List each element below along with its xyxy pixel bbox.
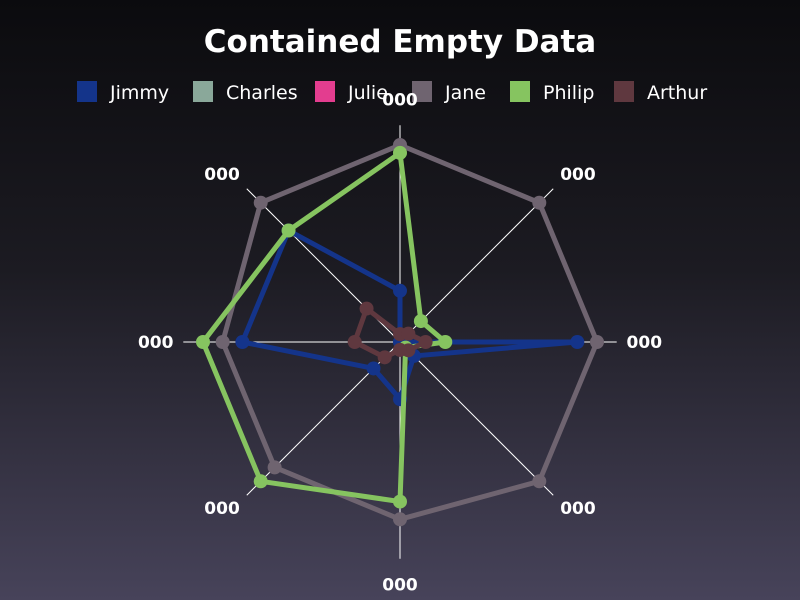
data-point[interactable] xyxy=(590,335,604,349)
data-point[interactable] xyxy=(366,361,381,376)
legend-label: Julie xyxy=(347,82,388,104)
data-point[interactable] xyxy=(393,494,407,509)
data-point[interactable] xyxy=(393,145,407,160)
legend: Jimmy Charles Julie Jane Philip Arthur xyxy=(77,81,707,104)
legend-swatch xyxy=(193,81,213,102)
data-point[interactable] xyxy=(377,350,392,365)
legend-item[interactable]: Philip xyxy=(510,81,594,104)
data-point[interactable] xyxy=(215,335,230,349)
legend-swatch xyxy=(614,81,634,102)
legend-label: Philip xyxy=(543,82,594,104)
axis-label: 000 xyxy=(560,499,596,519)
data-point[interactable] xyxy=(267,460,282,475)
legend-swatch xyxy=(510,81,530,102)
legend-item[interactable]: Charles xyxy=(193,81,298,104)
legend-label: Jane xyxy=(444,82,486,104)
axis-label: 000 xyxy=(204,499,240,519)
series-layer xyxy=(196,138,604,527)
legend-item[interactable]: Jane xyxy=(412,81,486,104)
data-point[interactable] xyxy=(359,301,374,316)
data-point[interactable] xyxy=(253,474,268,489)
axis-label: 000 xyxy=(382,576,418,596)
legend-label: Jimmy xyxy=(109,82,169,104)
data-point[interactable] xyxy=(281,223,296,238)
axis-label: 000 xyxy=(560,165,596,185)
series-philip xyxy=(196,145,453,509)
data-point[interactable] xyxy=(401,326,416,341)
data-point[interactable] xyxy=(235,335,250,349)
series-line xyxy=(239,228,580,402)
legend-item[interactable]: Jimmy xyxy=(77,81,169,104)
data-point[interactable] xyxy=(438,335,453,349)
radar-spoke xyxy=(399,341,554,496)
chart-title: Contained Empty Data xyxy=(204,24,596,60)
legend-item[interactable]: Arthur xyxy=(614,81,707,104)
axis-label: 000 xyxy=(382,90,418,110)
data-point[interactable] xyxy=(196,335,210,349)
data-point[interactable] xyxy=(393,342,407,357)
data-point[interactable] xyxy=(418,335,433,349)
data-point[interactable] xyxy=(413,314,428,329)
legend-item[interactable]: Julie xyxy=(315,81,388,104)
data-point[interactable] xyxy=(532,474,547,489)
legend-swatch xyxy=(77,81,97,102)
axis-label: 000 xyxy=(627,333,663,353)
legend-swatch xyxy=(412,81,432,102)
data-point[interactable] xyxy=(570,335,585,349)
legend-label: Charles xyxy=(226,82,298,104)
data-point[interactable] xyxy=(393,283,407,298)
axis-label: 000 xyxy=(138,333,174,353)
data-point[interactable] xyxy=(253,195,268,210)
data-point[interactable] xyxy=(347,335,362,349)
data-point[interactable] xyxy=(532,195,547,210)
axis-label: 000 xyxy=(204,165,240,185)
axis-labels: 000 000 000 000 000 000 000 000 xyxy=(138,90,662,595)
data-point[interactable] xyxy=(393,512,407,527)
legend-label: Arthur xyxy=(647,82,707,104)
legend-swatch xyxy=(315,81,335,102)
series-arthur xyxy=(347,301,433,365)
